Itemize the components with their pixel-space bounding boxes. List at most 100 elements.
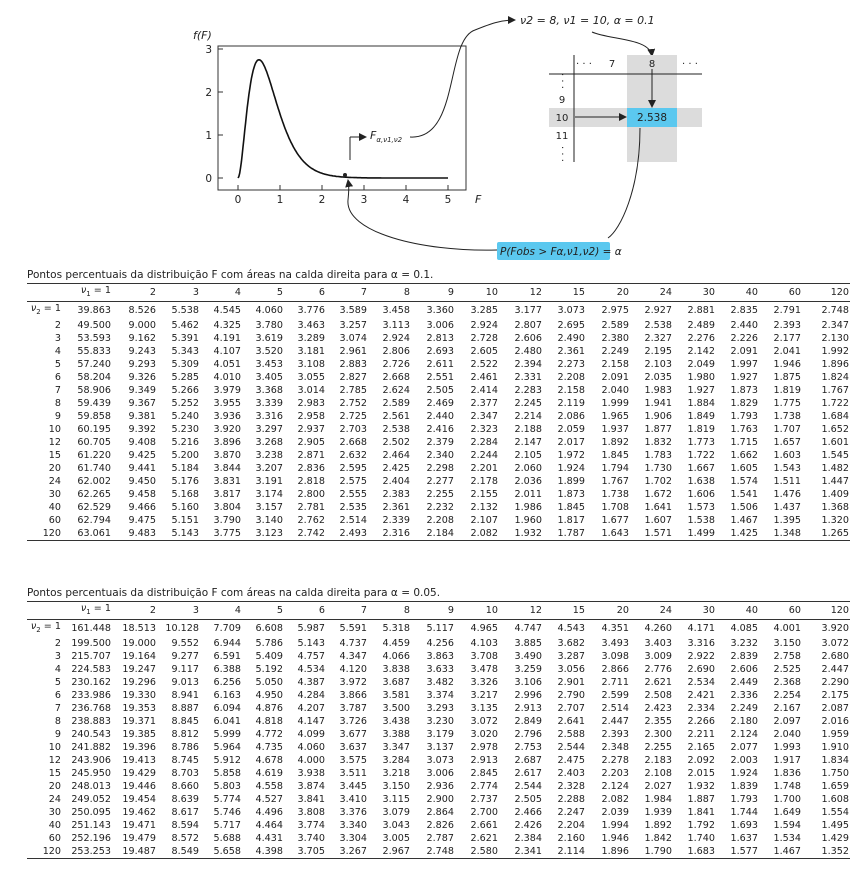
table-cell: 4.757 (297, 650, 325, 662)
row-header: 24 (48, 475, 61, 487)
mini-row-header: 9 (559, 95, 565, 106)
table-cell: 5.318 (382, 622, 410, 634)
table-cell: 2.160 (557, 832, 585, 844)
table-cell: 4.459 (382, 637, 410, 649)
table-cell: 2.393 (773, 319, 801, 331)
table-cell: 3.006 (426, 319, 454, 331)
table-cell: 2.693 (426, 345, 454, 357)
table-cell: 1.793 (730, 793, 758, 805)
table-cell: 4.060 (255, 304, 283, 316)
table-cell: 2.776 (644, 663, 672, 675)
table-cell: 2.276 (687, 332, 715, 344)
table-cell: 3.098 (601, 650, 629, 662)
table-cell: 1.638 (687, 475, 715, 487)
table-cell: 4.772 (255, 728, 283, 740)
table-cell: 3.073 (426, 754, 454, 766)
row-header: 3 (54, 332, 61, 344)
table-cell: 2.449 (730, 676, 758, 688)
table-cell: 2.864 (426, 806, 454, 818)
table-cell: 3.150 (382, 780, 410, 792)
table-cell: 3.056 (557, 663, 585, 675)
table-cell: 2.124 (601, 780, 629, 792)
table-cell: 9.326 (128, 371, 156, 383)
table-row: 20 248.013 19.446 8.660 5.803 4.558 3.874 3.445… (27, 780, 850, 793)
table-cell: 9.466 (128, 501, 156, 513)
table-row: ν2 = 1 161.448 18.513 10.128 7.709 6.608 5.987… (27, 619, 850, 636)
mini-col-header: 7 (609, 59, 615, 70)
table-cell: 2.040 (601, 384, 629, 396)
table-cell: 19.330 (122, 689, 156, 701)
table-cell: 2.624 (382, 384, 410, 396)
table-cell: 1.884 (687, 397, 715, 409)
col-header: 20 (616, 604, 629, 616)
table-cell: 1.899 (557, 475, 585, 487)
table-cell: 61.740 (77, 462, 111, 474)
table-cell: 3.863 (426, 650, 454, 662)
table-cell: 3.232 (730, 637, 758, 649)
table-cell: 2.244 (470, 449, 498, 461)
table-cell: 4.818 (255, 715, 283, 727)
table-cell: 2.617 (514, 767, 542, 779)
mini-col-header: · · · (682, 59, 698, 70)
y-tick-label: 3 (205, 44, 212, 56)
table-cell: 2.208 (557, 371, 585, 383)
table-cell: 3.304 (339, 832, 367, 844)
table-cell: 2.961 (339, 345, 367, 357)
table-cell: 2.790 (557, 689, 585, 701)
table-cell: 2.105 (514, 449, 542, 461)
table-cell: 5.252 (171, 397, 199, 409)
table-cell: 2.178 (470, 475, 498, 487)
table-cell: 2.016 (821, 715, 849, 727)
table-cell: 2.996 (514, 689, 542, 701)
table-cell: 3.326 (470, 676, 498, 688)
table-row: 5 230.162 19.296 9.013 6.256 5.050 4.387 3.972 3… (27, 676, 850, 689)
table-cell: 1.993 (773, 741, 801, 753)
table-cell: 2.787 (426, 832, 454, 844)
table-cell: 199.500 (71, 637, 111, 649)
col-header: 8 (403, 604, 410, 616)
table-cell: 2.132 (470, 501, 498, 513)
table-cell: 2.355 (644, 715, 672, 727)
table-row: 40 251.143 19.471 8.594 5.717 4.464 3.774 3.340… (27, 819, 850, 832)
table-row: 6 58.204 9.326 5.285 4.010 3.405 3.055 2.827 2.6… (27, 371, 850, 384)
table-cell: 1.783 (644, 449, 672, 461)
table-cell: 3.972 (339, 676, 367, 688)
table-cell: 1.750 (821, 767, 849, 779)
table-cell: 3.108 (297, 358, 325, 370)
table-cell: 2.255 (426, 488, 454, 500)
table-cell: 2.687 (514, 754, 542, 766)
table-cell: 3.174 (255, 488, 283, 500)
table-cell: 3.708 (470, 650, 498, 662)
table-row: 24 62.002 9.450 5.176 3.831 3.191 2.818 2.575 2.… (27, 475, 850, 488)
table-cell: 5.050 (255, 676, 283, 688)
table-cell: 49.500 (77, 319, 111, 331)
table-row: 40 62.529 9.466 5.160 3.804 3.157 2.781 2.535 2.… (27, 501, 850, 514)
col-header: 5 (276, 286, 283, 298)
col-header: 2 (149, 604, 156, 616)
table-cell: 3.410 (339, 793, 367, 805)
x-tick-label: 2 (319, 194, 326, 206)
table-cell: 2.027 (644, 780, 672, 792)
table-cell: 2.108 (644, 767, 672, 779)
table-cell: 2.092 (687, 754, 715, 766)
table-cell: 2.017 (557, 436, 585, 448)
table-cell: 2.726 (382, 358, 410, 370)
table-cell: 4.347 (339, 650, 367, 662)
table-cell: 4.085 (730, 622, 758, 634)
table-cell: 1.740 (687, 832, 715, 844)
mini-col-header: 8 (649, 59, 655, 70)
table-cell: 1.554 (821, 806, 849, 818)
table-cell: 1.543 (773, 462, 801, 474)
table-cell: 2.466 (514, 806, 542, 818)
table-cell: 251.143 (71, 819, 111, 831)
table-cell: 2.284 (470, 436, 498, 448)
table-cell: 5.717 (213, 819, 241, 831)
table-cell: 3.259 (514, 663, 542, 675)
table-cell: 4.398 (255, 845, 283, 857)
params-label: ν2 = 8, ν1 = 10, α = 0.1 (520, 14, 655, 27)
table-cell: 2.791 (773, 304, 801, 316)
table-cell: 19.371 (122, 715, 156, 727)
table-cell: 1.662 (730, 449, 758, 461)
table-cell: 1.677 (601, 514, 629, 526)
table-cell: 1.738 (773, 410, 801, 422)
